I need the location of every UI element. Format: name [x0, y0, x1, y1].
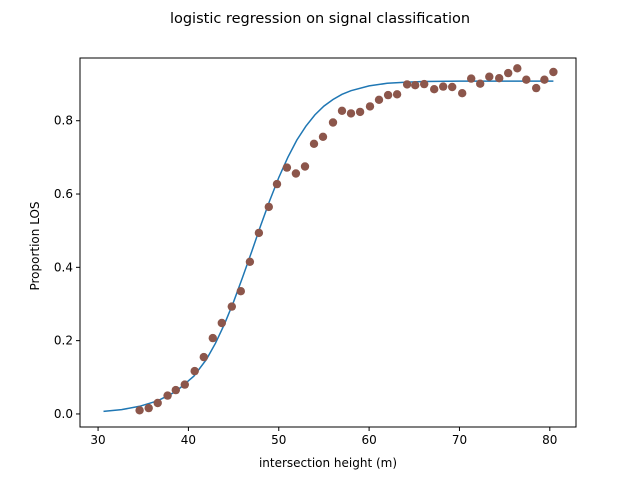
scatter-point [504, 68, 513, 78]
x-tick-label: 50 [271, 433, 286, 447]
scatter-point [300, 162, 310, 171]
scatter-point [144, 403, 153, 413]
y-tick-label: 0.6 [54, 187, 73, 201]
scatter-point [476, 79, 485, 88]
scatter-point [309, 139, 319, 148]
y-tick-label: 0.2 [54, 334, 73, 348]
scatter-point [337, 106, 347, 116]
x-axis-label: intersection height (m) [259, 456, 397, 470]
x-tick-label: 80 [542, 433, 557, 447]
scatter-point [254, 228, 264, 238]
scatter-point [227, 302, 236, 311]
y-tick-label: 0.0 [54, 407, 73, 421]
scatter-point [328, 118, 338, 127]
plot-frame [79, 57, 577, 428]
scatter-point [402, 80, 412, 89]
scatter-point [532, 83, 541, 93]
scatter-point [420, 79, 429, 89]
scatter-point [208, 333, 217, 343]
scatter-point [467, 74, 476, 83]
x-tick-label: 60 [361, 433, 376, 447]
scatter-point [180, 380, 189, 389]
scatter-point [448, 82, 457, 92]
y-axis-label: Proportion LOS [28, 201, 42, 290]
scatter-points-layer [135, 64, 558, 415]
scatter-point [190, 366, 199, 376]
scatter-point [439, 82, 448, 91]
scatter-point [430, 85, 439, 94]
x-tick-label: 70 [452, 433, 467, 447]
y-axis-ticks: 0.0 0.2 0.4 0.6 0.8 [54, 114, 80, 421]
scatter-point [495, 74, 504, 83]
scatter-point [236, 287, 245, 296]
scatter-point [549, 67, 558, 77]
scatter-point [163, 391, 172, 400]
scatter-point [245, 257, 255, 266]
scatter-point [374, 95, 384, 105]
x-axis-ticks: 30 40 50 60 70 80 [90, 427, 557, 447]
scatter-point [513, 64, 522, 73]
scatter-point [171, 385, 180, 395]
scatter-point [458, 89, 467, 98]
chart-title: logistic regression on signal classifica… [170, 11, 470, 27]
scatter-point [355, 107, 365, 117]
scatter-point [153, 398, 162, 408]
scatter-point [199, 352, 208, 362]
y-tick-label: 0.4 [54, 260, 73, 274]
x-tick-label: 30 [90, 433, 105, 447]
scatter-point [282, 163, 292, 172]
scatter-point [264, 202, 273, 212]
x-tick-label: 40 [181, 433, 196, 447]
scatter-point [135, 406, 144, 415]
scatter-point [365, 102, 375, 111]
scatter-point [411, 81, 420, 90]
scatter-point [291, 169, 301, 178]
scatter-point [522, 75, 531, 84]
scatter-point [383, 90, 393, 100]
scatter-point [485, 72, 494, 81]
scatter-point [540, 75, 549, 84]
scatter-point [217, 318, 226, 328]
y-tick-label: 0.8 [54, 114, 73, 128]
scatter-point [392, 90, 402, 99]
scatter-point [272, 179, 282, 189]
scatter-point [318, 132, 328, 141]
scatter-point [346, 109, 356, 118]
